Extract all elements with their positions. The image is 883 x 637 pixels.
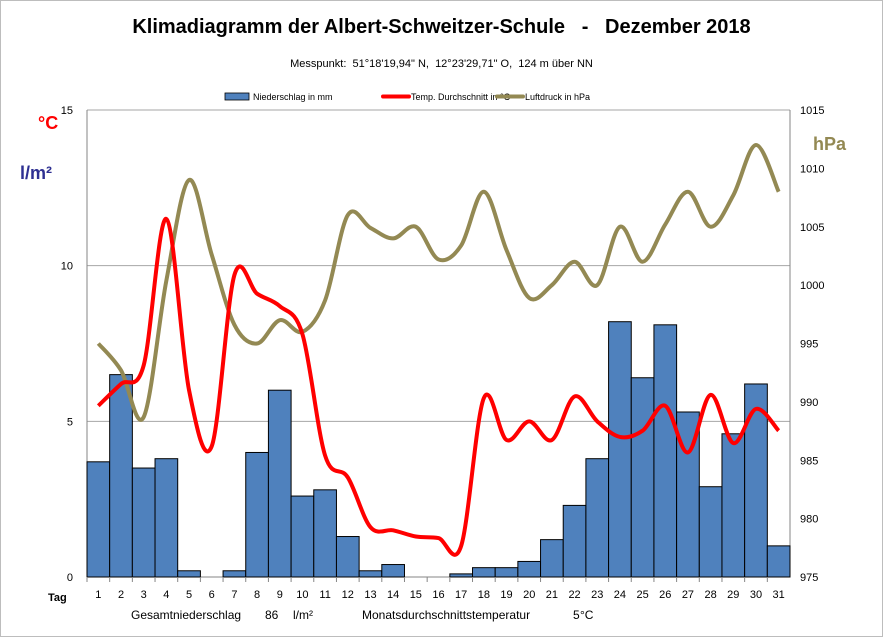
x-axis-label: Tag xyxy=(48,592,67,604)
precip-bar xyxy=(335,536,360,578)
x-tick-label: 11 xyxy=(319,589,330,601)
x-tick-label: 20 xyxy=(523,589,535,601)
total-precip-value: 86 xyxy=(265,608,279,622)
right-tick-label: 990 xyxy=(800,397,818,409)
precip-bar xyxy=(585,458,610,578)
avg-temp-value: 5 xyxy=(573,608,580,622)
x-tick-label: 30 xyxy=(750,589,762,601)
precip-bar xyxy=(517,560,542,578)
x-tick-label: 10 xyxy=(296,589,308,601)
x-tick-label: 31 xyxy=(773,589,785,601)
chart-subtitle: Messpunkt: 51°18'19,94" N, 12°23'29,71" … xyxy=(290,58,593,70)
x-tick-label: 24 xyxy=(614,589,626,601)
x-tick-label: 22 xyxy=(568,589,580,601)
temperature-line xyxy=(96,216,781,557)
precip-bar xyxy=(290,495,315,578)
precip-bar xyxy=(109,374,133,578)
avg-temp-label: Monatsdurchschnittstemperatur xyxy=(362,608,531,622)
x-tick-label: 13 xyxy=(364,589,376,601)
precip-bar xyxy=(381,564,405,578)
x-tick-label: 25 xyxy=(636,589,648,601)
legend-label: Niederschlag in mm xyxy=(253,92,333,102)
x-tick-label: 17 xyxy=(455,589,467,601)
x-tick-label: 6 xyxy=(209,589,215,601)
precip-bar xyxy=(721,433,746,578)
right-tick-label: 1015 xyxy=(800,105,824,117)
left-tick-label: 5 xyxy=(67,416,73,428)
total-precip-label: Gesamtniederschlag xyxy=(131,608,242,622)
right-tick-label: 985 xyxy=(800,455,818,467)
chart-title: Klimadiagramm der Albert-Schweitzer-Schu… xyxy=(132,16,751,38)
x-tick-label: 16 xyxy=(432,589,444,601)
legend-label: Temp. Durchschnitt in °C xyxy=(411,92,511,102)
x-tick-label: 29 xyxy=(727,589,739,601)
x-tick-label: 2 xyxy=(118,589,124,601)
x-tick-label: 1 xyxy=(95,589,101,601)
x-tick-label: 26 xyxy=(659,589,671,601)
x-tick-label: 5 xyxy=(186,589,192,601)
x-tick-label: 27 xyxy=(682,589,694,601)
precip-bar xyxy=(313,489,337,578)
left-tick-label: 15 xyxy=(61,105,73,117)
x-tick-label: 8 xyxy=(254,589,260,601)
avg-temp-unit: °C xyxy=(580,608,594,622)
left-tick-label: 0 xyxy=(67,572,73,584)
precip-bar xyxy=(177,570,201,578)
precip-bar xyxy=(267,389,292,578)
left-tick-label: 10 xyxy=(61,261,73,273)
precip-bar xyxy=(540,539,564,578)
precip-bar xyxy=(744,383,768,578)
precip-bar xyxy=(245,451,269,578)
precip-bar xyxy=(86,461,111,578)
right-tick-label: 995 xyxy=(800,339,818,351)
hpa-axis-label: hPa xyxy=(813,134,847,154)
precip-bar xyxy=(449,573,474,578)
x-tick-label: 12 xyxy=(342,589,354,601)
precip-bar xyxy=(472,567,496,578)
right-tick-label: 1000 xyxy=(800,280,824,292)
pressure-line xyxy=(96,143,781,422)
legend-swatch-precip xyxy=(224,92,250,101)
precip-bar xyxy=(154,458,179,578)
right-tick-label: 975 xyxy=(800,572,818,584)
right-tick-label: 1010 xyxy=(800,163,824,175)
x-tick-label: 14 xyxy=(387,589,399,601)
precip-bar xyxy=(131,467,156,578)
right-tick-label: 980 xyxy=(800,514,818,526)
precip-bar xyxy=(222,570,247,578)
precip-bar xyxy=(653,324,678,578)
x-tick-label: 7 xyxy=(231,589,237,601)
x-tick-label: 9 xyxy=(277,589,283,601)
x-tick-label: 28 xyxy=(705,589,717,601)
precip-bar xyxy=(698,486,723,578)
precip-bar xyxy=(630,377,655,578)
precip-bar xyxy=(562,504,587,578)
right-tick-label: 1005 xyxy=(800,222,824,234)
total-precip-unit: l/m² xyxy=(293,608,313,622)
celsius-axis-label: °C xyxy=(38,113,59,133)
legend-label: Luftdruck in hPa xyxy=(525,92,590,102)
precip-bar xyxy=(358,570,383,578)
x-tick-label: 3 xyxy=(141,589,147,601)
x-tick-label: 23 xyxy=(591,589,603,601)
precip-bar xyxy=(494,567,519,578)
x-tick-label: 15 xyxy=(410,589,422,601)
precip-bar xyxy=(766,545,791,578)
x-tick-label: 19 xyxy=(500,589,512,601)
rain-axis-label: l/m² xyxy=(20,163,53,183)
precip-bar xyxy=(608,321,632,578)
x-tick-label: 4 xyxy=(163,589,169,601)
x-tick-label: 18 xyxy=(478,589,490,601)
x-tick-label: 21 xyxy=(546,589,558,601)
